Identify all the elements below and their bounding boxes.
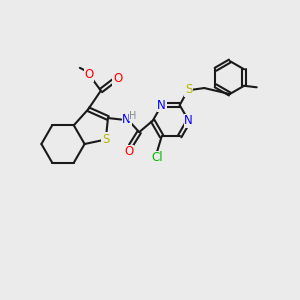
Text: O: O	[124, 145, 133, 158]
Text: N: N	[157, 99, 166, 112]
Text: N: N	[184, 114, 193, 127]
Text: O: O	[113, 72, 122, 85]
Text: Cl: Cl	[152, 152, 163, 164]
Text: S: S	[185, 83, 192, 96]
Text: O: O	[84, 68, 94, 81]
Text: S: S	[102, 133, 110, 146]
Text: H: H	[130, 111, 137, 121]
Text: N: N	[122, 113, 131, 126]
